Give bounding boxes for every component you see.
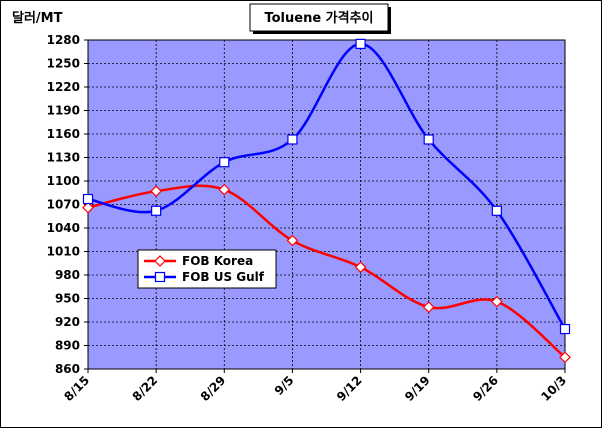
y-tick-label: 1100 [47, 174, 80, 188]
data-point-marker [491, 205, 502, 216]
data-point-marker [422, 301, 435, 313]
y-tick-label: 1280 [47, 33, 80, 47]
y-tick-label: 1010 [47, 245, 80, 259]
series-fob-us-gulf [82, 38, 571, 335]
data-point-marker [559, 323, 571, 335]
data-point-marker [218, 183, 231, 196]
legend-entry-label: FOB Korea [182, 254, 253, 268]
legend-entry-label: FOB US Gulf [182, 270, 265, 284]
y-tick-label: 1070 [47, 198, 80, 212]
y-tick-label: 1190 [47, 104, 80, 118]
y-tick-label: 1250 [47, 57, 80, 71]
data-point-marker [151, 205, 162, 216]
data-point-marker [287, 134, 298, 145]
chart-title-box: Toluene 가격추이 [249, 3, 391, 34]
data-point-marker [423, 134, 434, 145]
data-point-marker [150, 185, 162, 198]
y-tick-label: 920 [55, 315, 80, 329]
y-tick-label: 1040 [47, 221, 80, 235]
y-axis-unit-label: 달러/MT [12, 10, 63, 26]
data-point-marker [491, 295, 503, 308]
data-point-marker [82, 193, 94, 205]
series-fob-korea [82, 183, 571, 364]
data-point-marker [355, 38, 366, 50]
y-axis-ticks: 860 890 920 950 980 1010 1040 1070 1100 1130 1160 1… [47, 33, 88, 376]
data-point-marker [286, 234, 299, 247]
y-tick-label: 1160 [47, 127, 80, 141]
chart-title: Toluene 가격추이 [264, 10, 373, 26]
legend-swatch-marker [154, 255, 166, 267]
y-tick-label: 890 [55, 339, 80, 353]
data-point-marker [559, 351, 571, 364]
data-point-marker [219, 157, 230, 168]
y-tick-label: 1130 [47, 151, 80, 165]
data-point-marker [354, 261, 367, 274]
y-tick-label: 980 [55, 268, 80, 282]
legend: FOB Korea FOB US Gulf [137, 249, 277, 289]
y-tick-label: 950 [55, 292, 80, 306]
y-tick-label: 1220 [47, 80, 80, 94]
title-box [249, 3, 389, 32]
legend-swatch-marker [154, 271, 166, 283]
data-point-marker [82, 201, 94, 214]
series-layer [82, 38, 571, 364]
y-tick-label: 860 [55, 362, 80, 376]
